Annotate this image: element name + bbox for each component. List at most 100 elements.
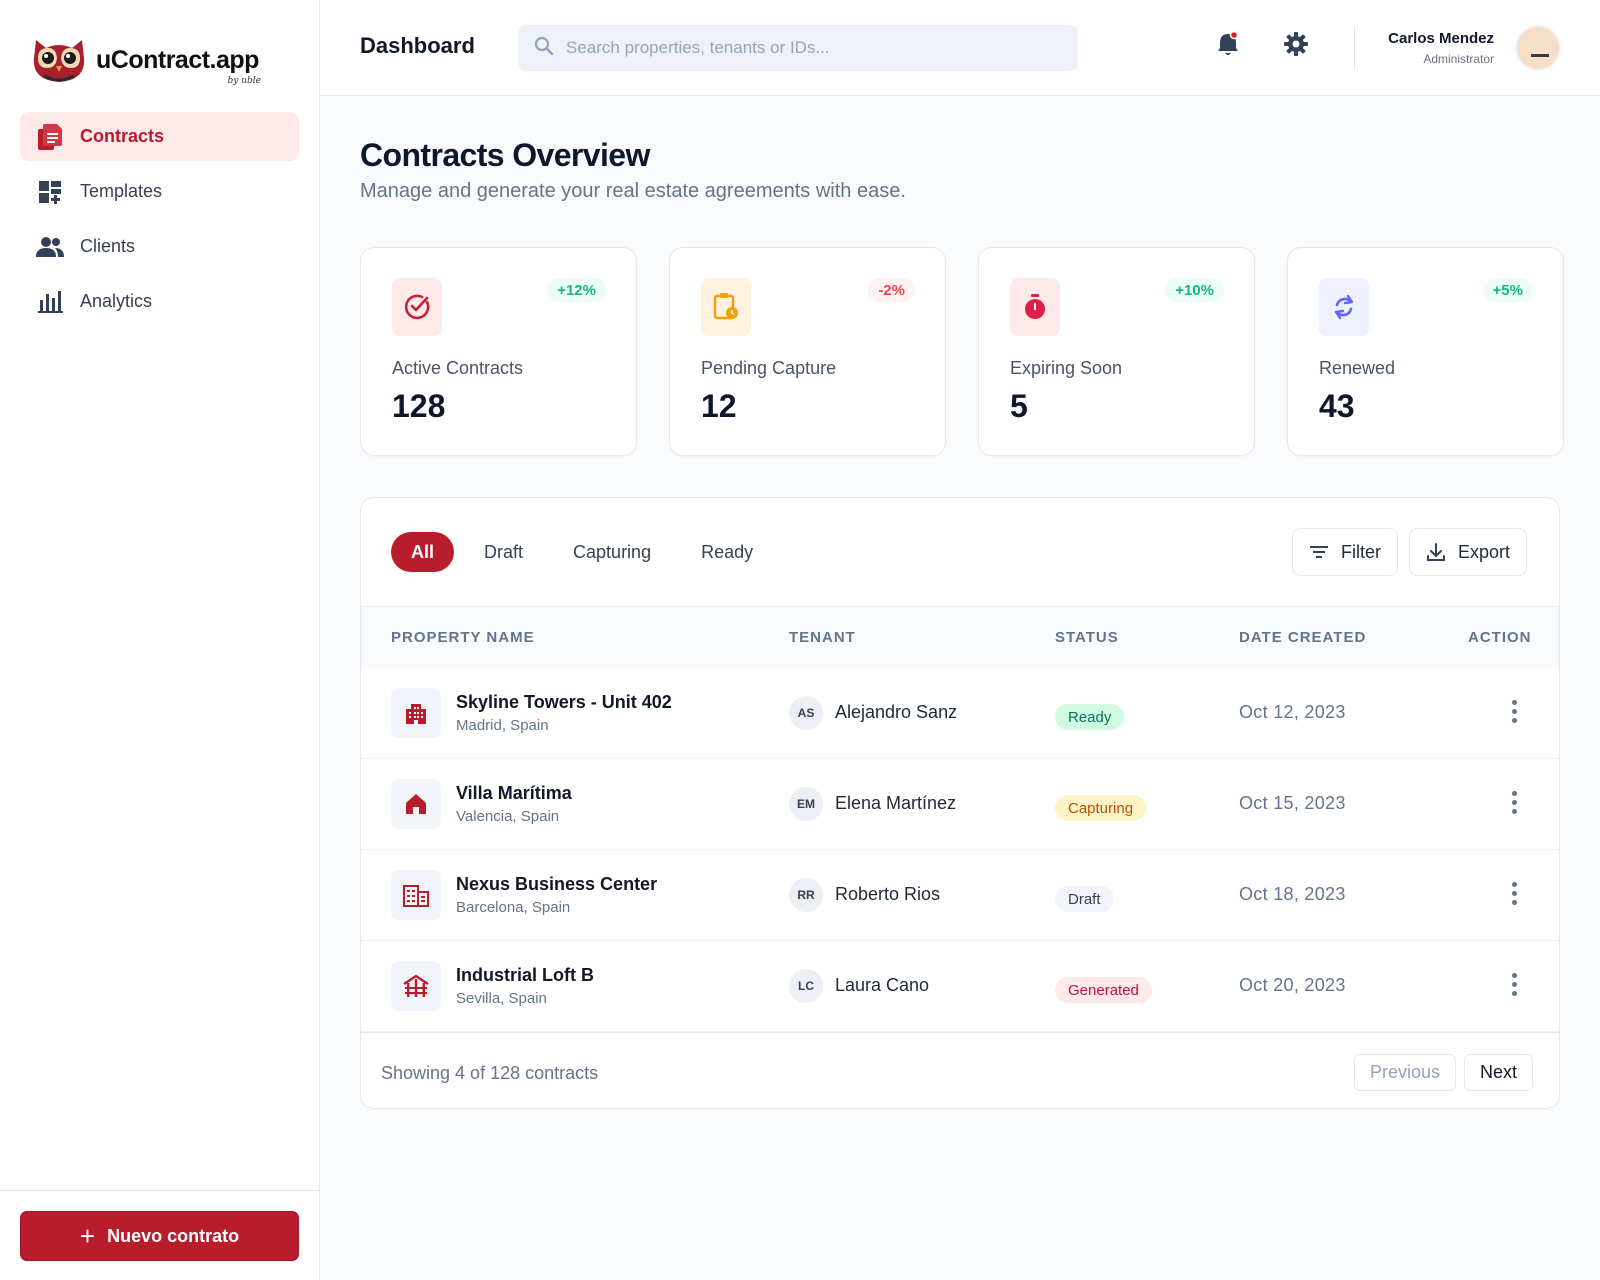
contracts-table-panel: All Draft Capturing Ready Filter Export … bbox=[360, 497, 1560, 1109]
search-bar[interactable] bbox=[518, 25, 1078, 71]
user-role: Administrator bbox=[1423, 52, 1494, 66]
tenant-name: Roberto Rios bbox=[835, 884, 941, 904]
analytics-icon bbox=[36, 288, 64, 316]
tenant-avatar: LC bbox=[789, 969, 823, 1003]
sidebar-item-contracts[interactable]: Contracts bbox=[20, 112, 299, 161]
more-actions-icon[interactable] bbox=[1499, 967, 1529, 1001]
bell-icon bbox=[1216, 30, 1240, 62]
change-badge: +12% bbox=[547, 278, 606, 302]
stat-label: Expiring Soon bbox=[1010, 358, 1123, 378]
stopwatch-icon bbox=[1010, 278, 1060, 336]
sidebar-item-templates[interactable]: Templates bbox=[20, 167, 299, 216]
date-created: Oct 20, 2023 bbox=[1239, 975, 1346, 995]
overview-subtitle: Manage and generate your real estate agr… bbox=[360, 180, 906, 202]
column-header[interactable]: PROPERTY NAME bbox=[391, 629, 535, 646]
property-location: Sevilla, Spain bbox=[456, 990, 547, 1007]
property-name[interactable]: Industrial Loft B bbox=[456, 965, 594, 985]
sidebar-item-analytics[interactable]: Analytics bbox=[20, 277, 299, 326]
date-created: Oct 12, 2023 bbox=[1239, 702, 1346, 722]
property-name[interactable]: Nexus Business Center bbox=[456, 874, 658, 894]
status-badge: Generated bbox=[1055, 977, 1152, 1003]
tenant-name: Elena Martínez bbox=[835, 793, 957, 813]
new-contract-label: Nuevo contrato bbox=[107, 1225, 240, 1246]
previous-page-button[interactable]: Previous bbox=[1354, 1054, 1457, 1091]
export-label: Export bbox=[1458, 541, 1511, 562]
new-contract-button[interactable]: + Nuevo contrato bbox=[20, 1211, 299, 1261]
user-info[interactable]: Carlos Mendez Administrator bbox=[1388, 30, 1494, 66]
plus-icon: + bbox=[79, 1221, 96, 1251]
sidebar-item-label: Templates bbox=[80, 181, 163, 201]
warehouse-icon bbox=[391, 961, 441, 1011]
table-row[interactable]: Villa Marítima Valencia, Spain EM Elena … bbox=[361, 759, 1559, 850]
column-header[interactable]: STATUS bbox=[1055, 629, 1119, 646]
sidebar-item-clients[interactable]: Clients bbox=[20, 222, 299, 271]
tab-draft[interactable]: Draft bbox=[484, 541, 524, 562]
apartment-building-icon bbox=[391, 688, 441, 738]
clipboard-clock-icon bbox=[701, 278, 751, 336]
brand-name: uContract.app bbox=[96, 45, 259, 74]
tab-capturing[interactable]: Capturing bbox=[573, 541, 652, 562]
change-badge: +5% bbox=[1482, 278, 1533, 302]
property-name[interactable]: Skyline Towers - Unit 402 bbox=[456, 692, 672, 712]
check-circle-icon bbox=[392, 278, 442, 336]
stats-cards: +12% Active Contracts 128 -2% Pending Ca… bbox=[360, 247, 1564, 456]
filter-label: Filter bbox=[1341, 541, 1381, 562]
stat-label: Active Contracts bbox=[392, 358, 524, 378]
owl-logo-icon bbox=[30, 34, 88, 86]
brand-logo[interactable]: uContract.app by uble bbox=[30, 30, 261, 90]
templates-icon bbox=[36, 178, 64, 206]
stat-value: 128 bbox=[392, 388, 446, 424]
table-row[interactable]: Nexus Business Center Barcelona, Spain R… bbox=[361, 850, 1559, 941]
sidebar-item-label: Contracts bbox=[80, 126, 165, 146]
more-actions-icon[interactable] bbox=[1499, 876, 1529, 910]
sidebar-item-label: Analytics bbox=[80, 291, 153, 311]
column-header[interactable]: TENANT bbox=[789, 629, 856, 646]
more-actions-icon[interactable] bbox=[1499, 785, 1529, 819]
column-header[interactable]: DATE CREATED bbox=[1239, 629, 1367, 646]
stat-label: Pending Capture bbox=[701, 358, 837, 378]
contracts-icon bbox=[36, 123, 64, 151]
property-name[interactable]: Villa Marítima bbox=[456, 783, 572, 803]
date-created: Oct 15, 2023 bbox=[1239, 793, 1346, 813]
table-row[interactable]: Industrial Loft B Sevilla, Spain LC Laur… bbox=[361, 941, 1559, 1032]
property-location: Barcelona, Spain bbox=[456, 899, 571, 916]
stat-card-renewed[interactable]: +5% Renewed 43 bbox=[1287, 247, 1564, 456]
gear-icon bbox=[1283, 31, 1309, 62]
user-name: Carlos Mendez bbox=[1388, 30, 1494, 47]
avatar[interactable] bbox=[1515, 25, 1561, 71]
change-badge: -2% bbox=[868, 278, 915, 302]
stat-card-active[interactable]: +12% Active Contracts 128 bbox=[360, 247, 637, 456]
sidebar: uContract.app by uble Contracts Template… bbox=[0, 0, 320, 1280]
table-row[interactable]: Skyline Towers - Unit 402 Madrid, Spain … bbox=[361, 668, 1559, 759]
table-footer: Showing 4 of 128 contracts Previous Next bbox=[361, 1032, 1559, 1108]
more-actions-icon[interactable] bbox=[1499, 694, 1529, 728]
settings-button[interactable] bbox=[1278, 28, 1314, 64]
stat-card-expiring[interactable]: +10% Expiring Soon 5 bbox=[978, 247, 1255, 456]
sidebar-item-label: Clients bbox=[80, 236, 136, 256]
pagination-summary: Showing 4 of 128 contracts bbox=[381, 1063, 599, 1083]
property-location: Valencia, Spain bbox=[456, 808, 560, 825]
header-divider bbox=[1354, 26, 1355, 70]
stat-value: 12 bbox=[701, 388, 737, 424]
tab-ready[interactable]: Ready bbox=[701, 541, 754, 562]
tenant-avatar: EM bbox=[789, 787, 823, 821]
filter-button[interactable]: Filter bbox=[1292, 528, 1398, 576]
property-location: Madrid, Spain bbox=[456, 717, 549, 734]
notifications-button[interactable] bbox=[1210, 28, 1246, 64]
export-button[interactable]: Export bbox=[1409, 528, 1528, 576]
refresh-icon bbox=[1319, 278, 1369, 336]
stat-label: Renewed bbox=[1319, 358, 1396, 378]
table-header: PROPERTY NAME TENANT STATUS DATE CREATED… bbox=[361, 606, 1559, 668]
date-created: Oct 18, 2023 bbox=[1239, 884, 1346, 904]
stat-value: 43 bbox=[1319, 388, 1355, 424]
next-page-button[interactable]: Next bbox=[1464, 1054, 1534, 1091]
search-input[interactable] bbox=[566, 38, 1046, 58]
tab-all[interactable]: All bbox=[391, 532, 455, 572]
tenant-name: Alejandro Sanz bbox=[835, 702, 958, 722]
stat-card-pending[interactable]: -2% Pending Capture 12 bbox=[669, 247, 946, 456]
tenant-avatar: RR bbox=[789, 878, 823, 912]
status-badge: Capturing bbox=[1055, 795, 1147, 821]
office-building-icon bbox=[391, 870, 441, 920]
sidebar-nav: Contracts Templates Clients Analytics bbox=[20, 112, 299, 332]
status-tabs: All Draft Capturing Ready bbox=[391, 532, 783, 572]
